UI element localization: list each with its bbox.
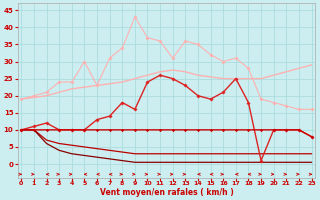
X-axis label: Vent moyen/en rafales ( km/h ): Vent moyen/en rafales ( km/h ) [100,188,233,197]
